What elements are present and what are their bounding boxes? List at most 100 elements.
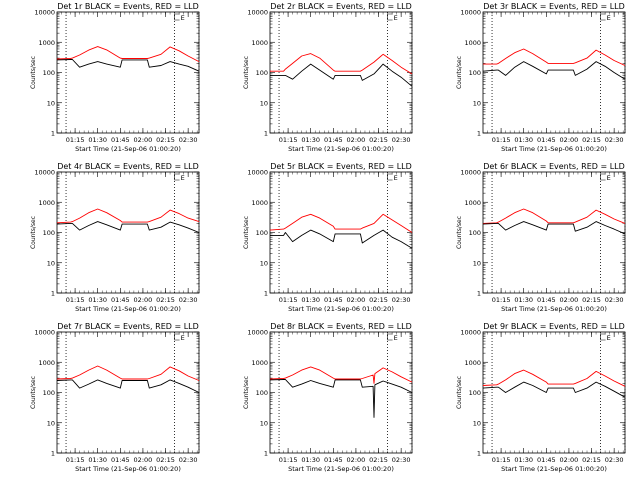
marker-label: E (181, 14, 185, 22)
y-tick-label: 10000 (460, 9, 481, 17)
x-tick-label: 02:30 (392, 456, 411, 464)
y-axis-label: Counts/sec (30, 216, 37, 249)
y-tick-label: 10000 (34, 9, 55, 17)
y-axis-label: Counts/sec (243, 376, 250, 409)
y-tick-label: 100 (469, 389, 481, 397)
y-tick-label: 100 (469, 69, 481, 77)
y-tick-label: 10000 (34, 329, 55, 337)
x-axis-label: Start Time (21-Sep-06 01:00:20) (75, 465, 181, 473)
y-tick-label: 10000 (460, 169, 481, 177)
y-tick-label: 100 (43, 389, 55, 397)
x-axis-label: Start Time (21-Sep-06 01:00:20) (288, 305, 394, 313)
y-tick-label: 10000 (247, 329, 268, 337)
series-line-lld (482, 208, 626, 224)
plot-frame (269, 11, 413, 134)
y-tick-label: 100 (43, 229, 55, 237)
x-tick-label: 01:45 (537, 136, 556, 144)
series-line-lld (482, 369, 626, 387)
series-line-events (56, 221, 200, 233)
plot-frame (56, 171, 200, 294)
chart-panel-2: Det 2r BLACK = Events, RED = LLD 1 10 100 10… (243, 2, 413, 153)
y-tick-label: 1 (264, 290, 268, 298)
x-tick-label: 02:15 (369, 456, 388, 464)
series-line-events (269, 379, 413, 418)
plot-frame (269, 331, 413, 454)
y-tick-label: 1 (477, 450, 481, 458)
series-line-lld (56, 365, 200, 381)
chart-panel-7: Det 7r BLACK = Events, RED = LLD 1 10 100 10… (30, 322, 200, 473)
plot-frame (482, 331, 626, 454)
marker-bracket (387, 13, 393, 21)
x-tick-label: 02:15 (582, 456, 601, 464)
plot-frame (269, 171, 413, 294)
series-line-lld (270, 53, 413, 75)
series-line-events (56, 59, 200, 72)
marker-bracket (600, 173, 606, 181)
chart-panel-9: Det 9r BLACK = Events, RED = LLD 1 10 100 10… (456, 322, 626, 473)
y-tick-label: 100 (256, 389, 268, 397)
y-tick-label: 10 (47, 259, 55, 267)
marker-bracket (600, 333, 606, 341)
y-tick-label: 1000 (251, 39, 268, 47)
x-tick-label: 02:30 (605, 296, 624, 304)
chart-panel-5: Det 5r BLACK = Events, RED = LLD 1 10 100 10… (243, 162, 413, 313)
series-line-lld (483, 48, 626, 66)
y-tick-label: 1000 (38, 199, 55, 207)
x-tick-label: 01:15 (66, 136, 85, 144)
series-line-events (482, 61, 626, 80)
marker-label: E (394, 334, 398, 342)
series-line-lld (56, 208, 200, 224)
x-tick-label: 02:30 (605, 136, 624, 144)
y-tick-label: 100 (469, 229, 481, 237)
x-tick-label: 01:15 (492, 296, 511, 304)
series-line-events (482, 381, 626, 398)
x-tick-label: 02:00 (134, 296, 153, 304)
x-tick-label: 01:15 (492, 136, 511, 144)
x-tick-label: 01:45 (324, 296, 343, 304)
x-tick-label: 01:15 (279, 456, 298, 464)
x-tick-label: 01:30 (88, 136, 107, 144)
x-tick-label: 01:15 (279, 136, 298, 144)
chart-panel-1: Det 1r BLACK = Events, RED = LLD 1 10 100 10… (30, 2, 200, 153)
x-tick-label: 02:30 (179, 296, 198, 304)
series-line-lld (56, 46, 200, 63)
marker-bracket (174, 13, 180, 21)
y-tick-label: 1 (51, 130, 55, 138)
x-tick-label: 02:30 (605, 456, 624, 464)
y-tick-label: 100 (256, 69, 268, 77)
y-tick-label: 1 (51, 450, 55, 458)
marker-label: E (181, 334, 185, 342)
x-axis-label: Start Time (21-Sep-06 01:00:20) (501, 465, 607, 473)
y-tick-label: 1000 (251, 199, 268, 207)
x-tick-label: 01:15 (279, 296, 298, 304)
x-tick-label: 02:00 (134, 136, 153, 144)
x-tick-label: 02:30 (392, 136, 411, 144)
y-tick-label: 1000 (251, 359, 268, 367)
x-axis-label: Start Time (21-Sep-06 01:00:20) (288, 465, 394, 473)
y-tick-label: 10000 (247, 169, 268, 177)
x-axis-label: Start Time (21-Sep-06 01:00:20) (288, 145, 394, 153)
x-tick-label: 02:00 (347, 136, 366, 144)
chart-title: Det 9r BLACK = Events, RED = LLD (483, 322, 625, 331)
y-axis-label: Counts/sec (456, 216, 463, 249)
chart-panel-4: Det 4r BLACK = Events, RED = LLD 1 10 100 10… (30, 162, 200, 313)
marker-bracket (174, 173, 180, 181)
marker-label: E (394, 174, 398, 182)
x-tick-label: 02:00 (560, 136, 579, 144)
y-axis-label: Counts/sec (30, 376, 37, 409)
x-tick-label: 02:00 (560, 296, 579, 304)
x-tick-label: 01:45 (324, 456, 343, 464)
x-tick-label: 02:15 (582, 136, 601, 144)
x-tick-label: 01:30 (88, 296, 107, 304)
chart-panel-8: Det 8r BLACK = Events, RED = LLD 1 10 100 10… (243, 322, 413, 473)
y-axis-label: Counts/sec (30, 56, 37, 89)
x-tick-label: 01:30 (301, 136, 320, 144)
y-tick-label: 10 (47, 99, 55, 107)
marker-label: E (607, 174, 611, 182)
marker-label: E (607, 334, 611, 342)
y-tick-label: 100 (256, 229, 268, 237)
series-line-lld (269, 366, 413, 384)
x-tick-label: 02:15 (582, 296, 601, 304)
